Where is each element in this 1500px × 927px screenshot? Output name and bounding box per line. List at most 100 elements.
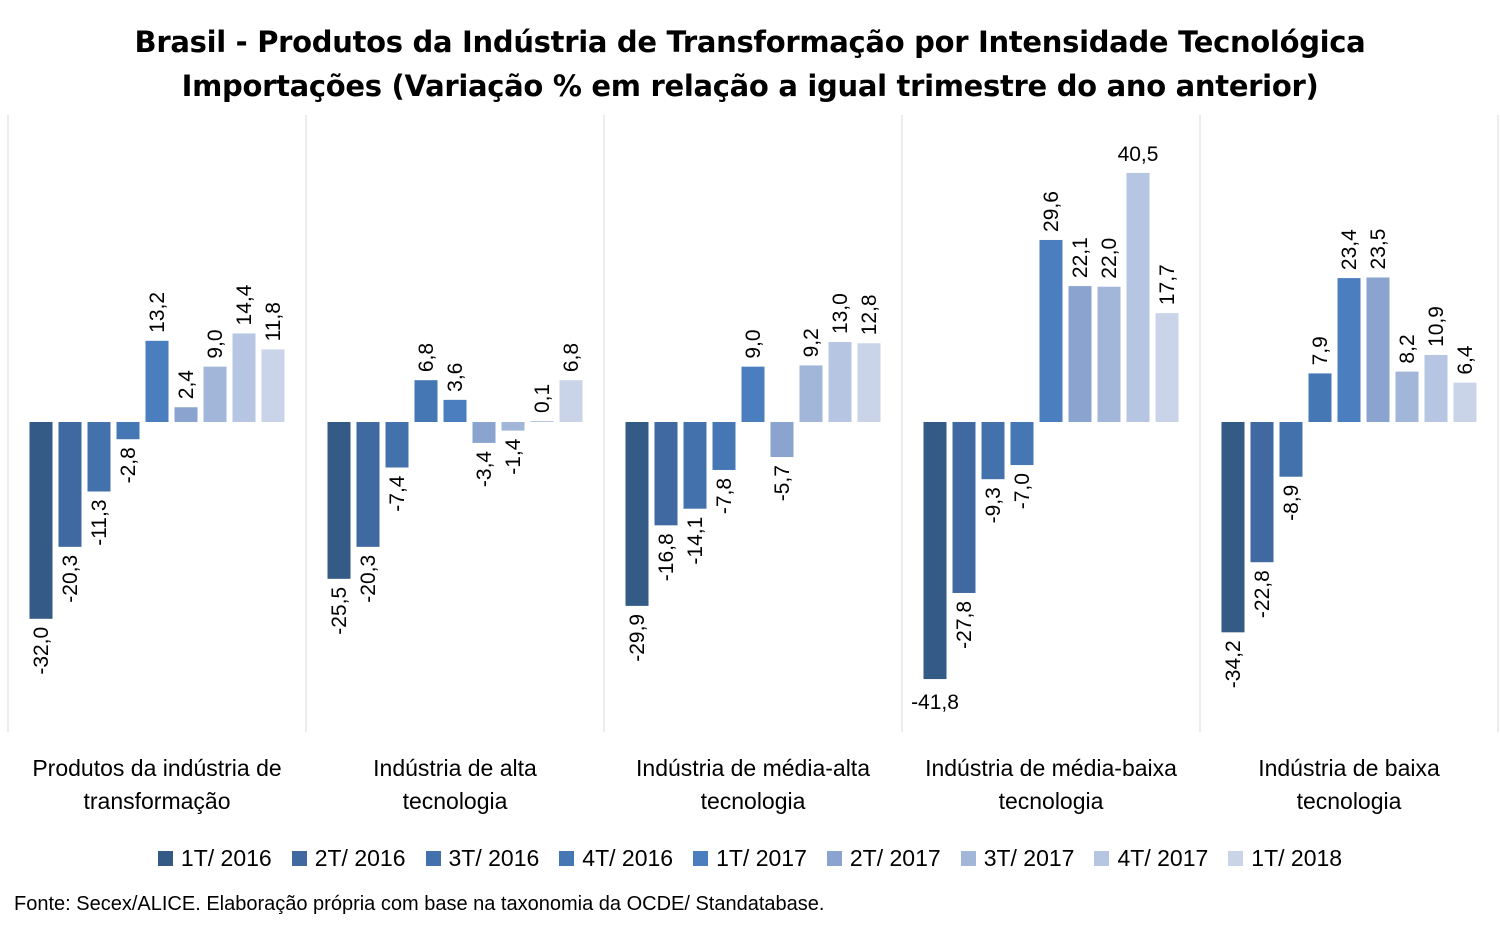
bar (261, 349, 285, 422)
data-label: 6,8 (415, 343, 438, 372)
data-label: -41,8 (911, 691, 959, 714)
data-label: -20,3 (59, 555, 82, 603)
data-label: -1,4 (502, 438, 525, 475)
bar (501, 422, 525, 431)
bar (1395, 371, 1419, 422)
bar (1126, 172, 1150, 422)
legend-label: 4T/ 2016 (582, 844, 674, 871)
data-label: 0,1 (531, 384, 554, 413)
data-label: -5,7 (771, 465, 794, 501)
legend-swatch (559, 850, 575, 866)
legend-swatch (960, 850, 976, 866)
data-label: 11,8 (262, 302, 285, 341)
legend-item: 1T/ 2017 (693, 845, 807, 872)
bar (683, 422, 707, 509)
bar (1308, 373, 1332, 422)
bar (1279, 422, 1303, 477)
legend-item: 2T/ 2017 (826, 844, 941, 872)
bar (1155, 313, 1179, 422)
legend-swatch (157, 850, 173, 866)
legend-label: 1T/ 2018 (1251, 844, 1343, 871)
bar (712, 422, 736, 470)
data-label: -25,5 (328, 587, 351, 635)
data-label: -11,3 (88, 499, 111, 545)
bar (1424, 354, 1448, 422)
data-label: -29,9 (626, 614, 649, 662)
bar (232, 333, 256, 422)
bar (857, 343, 881, 422)
data-label: 9,2 (800, 328, 823, 357)
bar (530, 421, 554, 422)
bar (87, 422, 111, 492)
data-label: -34,2 (1222, 640, 1245, 688)
data-label: -7,0 (1011, 473, 1034, 509)
legend-swatch (693, 850, 709, 866)
bar (1250, 422, 1274, 563)
legend-label: 2T/ 2017 (849, 844, 941, 871)
bar (327, 422, 351, 579)
data-label: -20,3 (357, 555, 380, 603)
chart-title-line-2: Importações (Variação % em relação a igu… (181, 69, 1319, 103)
legend-swatch (291, 850, 307, 866)
bar (1010, 422, 1034, 466)
bar (174, 407, 198, 422)
legend-swatch (425, 850, 441, 866)
bar (1068, 286, 1092, 422)
data-label: 22,0 (1098, 238, 1121, 279)
data-label: 7,9 (1309, 336, 1332, 365)
data-label: 14,4 (233, 284, 256, 325)
legend-label: 4T/ 2017 (1117, 844, 1209, 871)
data-label: 9,0 (742, 329, 765, 358)
bar-chart: -32,0 -20,3 -11,3 -2,8 13,2 2,4 9,0 14,4 11,8 Pro… (7, 115, 1499, 814)
bar (654, 422, 678, 526)
bar (385, 422, 409, 468)
bar (116, 422, 140, 440)
bar (981, 422, 1005, 480)
data-label: -32,0 (30, 627, 53, 675)
data-label: -16,8 (655, 533, 678, 581)
data-label: 40,5 (1118, 143, 1159, 166)
data-label: -27,8 (953, 601, 976, 649)
bar (799, 365, 823, 422)
data-label: 23,5 (1367, 229, 1390, 270)
bar (472, 422, 496, 443)
data-label: 23,4 (1338, 229, 1361, 270)
legend-item: 1T/ 2018 (1228, 845, 1342, 872)
chart-legend: 1T/ 2016 2T/ 2016 3T/ 2016 4T/ 2016 1T/ 2017… (0, 840, 1500, 876)
data-label: -14,1 (684, 517, 707, 565)
data-label: -3,4 (473, 451, 496, 488)
bar (559, 380, 583, 422)
legend-item: 4T/ 2017 (1094, 845, 1208, 872)
bar (203, 366, 227, 422)
data-label: -7,8 (713, 478, 736, 514)
legend-item: 4T/ 2016 (559, 845, 673, 872)
data-label: 6,4 (1454, 345, 1477, 375)
legend-label: 1T/ 2017 (716, 844, 807, 871)
data-label: 6,8 (560, 343, 583, 372)
legend-item: 3T/ 2017 (960, 844, 1075, 872)
bar (145, 340, 169, 422)
legend-label: 3T/ 2016 (448, 844, 540, 871)
data-label: 2,4 (175, 370, 198, 400)
bar (1366, 277, 1390, 422)
bar (1221, 422, 1245, 633)
data-label: 13,2 (146, 292, 169, 333)
legend-swatch (1094, 850, 1110, 866)
data-label: 29,6 (1040, 191, 1063, 232)
data-label: 3,6 (444, 363, 467, 392)
data-label: 13,0 (829, 293, 852, 334)
bar (1097, 286, 1121, 422)
legend-swatch (826, 850, 842, 866)
legend-label: 3T/ 2017 (983, 844, 1075, 871)
data-label: 8,2 (1396, 334, 1419, 363)
category-label: Produtos da indústria de transformação (32, 755, 281, 814)
data-label: -8,9 (1280, 485, 1303, 521)
chart-title-line-1: Brasil - Produtos da Indústria de Transf… (134, 25, 1366, 59)
data-label: 10,9 (1425, 306, 1448, 347)
bar (58, 422, 82, 547)
source-note: Fonte: Secex/ALICE. Elaboração própria c… (14, 893, 825, 915)
data-label: 12,8 (858, 294, 881, 335)
category-label: Indústria de média-baixa tecnologia (925, 755, 1177, 814)
bar (414, 380, 438, 422)
bar (770, 422, 794, 458)
